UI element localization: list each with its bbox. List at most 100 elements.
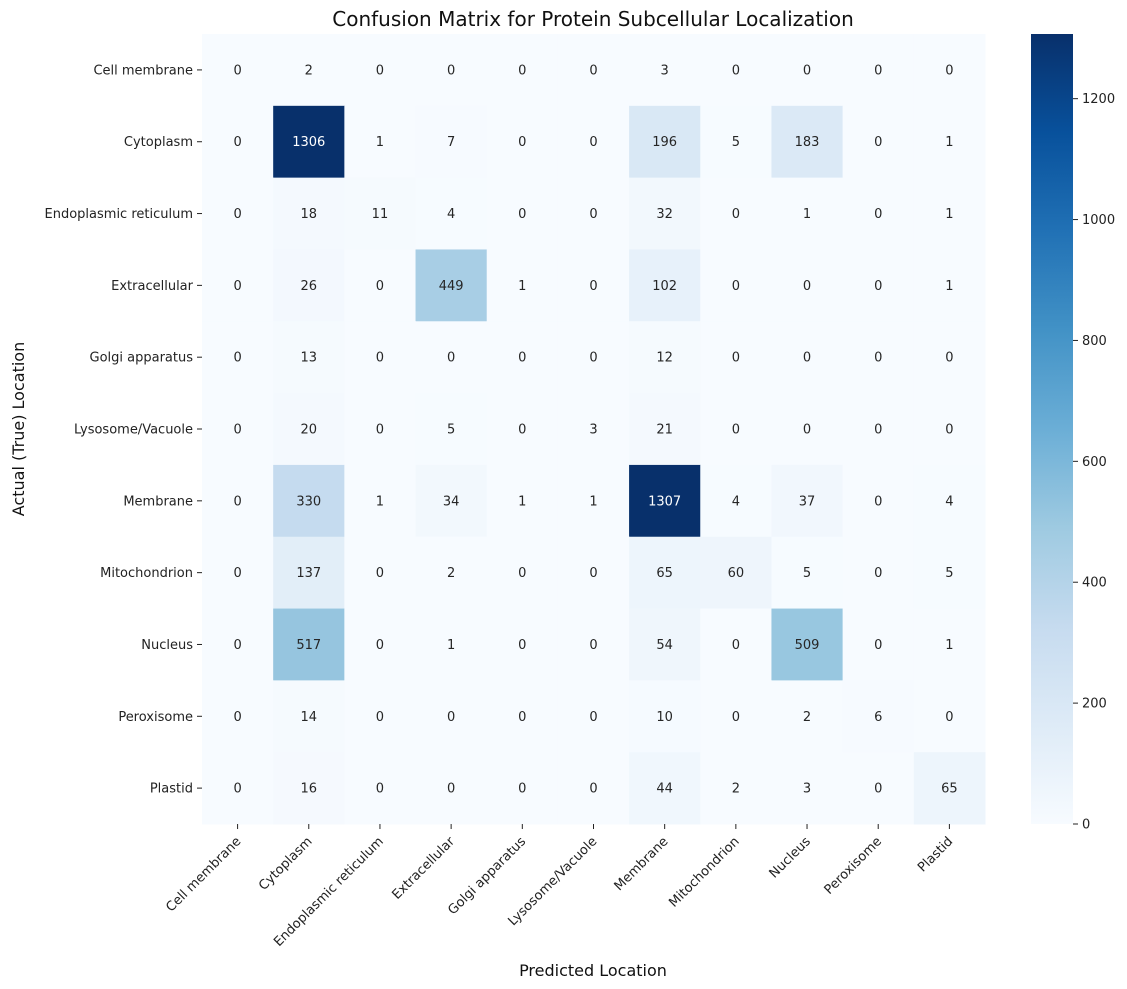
cell-value-label: 2 <box>447 566 455 581</box>
cell-value-label: 0 <box>945 63 953 78</box>
cell-value-label: 54 <box>656 638 673 653</box>
cell-value-label: 60 <box>728 566 745 581</box>
heatmap-cell <box>629 105 701 179</box>
cell-value-label: 1 <box>803 207 811 222</box>
cell-value-label: 34 <box>443 494 460 509</box>
cell-value-label: 2 <box>305 63 313 78</box>
heatmap-cell <box>771 464 844 538</box>
heatmap-cell <box>771 249 844 322</box>
cell-value-label: 0 <box>874 782 882 797</box>
cell-value-label: 0 <box>518 207 526 222</box>
heatmap-cell <box>629 393 701 466</box>
heatmap-cell <box>486 321 559 394</box>
colorbar-tick-label: 1000 <box>1082 213 1115 228</box>
heatmap-cell <box>415 680 488 753</box>
heatmap-cell <box>842 177 915 250</box>
y-tick-label: Lysosome/Vacuole <box>74 423 193 438</box>
heatmap-cell <box>273 680 345 753</box>
cell-value-label: 0 <box>233 638 241 653</box>
heatmap-cell <box>771 105 844 179</box>
heatmap-cell <box>415 393 488 466</box>
cell-value-label: 18 <box>300 207 317 222</box>
heatmap-cell <box>913 393 986 466</box>
heatmap-cell <box>202 177 274 250</box>
heatmap-cell <box>202 321 274 394</box>
heatmap-cell <box>700 321 772 394</box>
cell-value-label: 0 <box>874 494 882 509</box>
heatmap-cell <box>700 608 772 681</box>
heatmap-cell <box>557 321 630 394</box>
cell-value-label: 0 <box>518 638 526 653</box>
heatmap-cell <box>486 249 559 322</box>
heatmap-cell <box>700 105 772 179</box>
cell-value-label: 0 <box>589 63 597 78</box>
cell-value-label: 1 <box>376 135 384 150</box>
chart-title: Confusion Matrix for Protein Subcellular… <box>332 7 854 31</box>
heatmap-cell <box>344 608 417 681</box>
cell-value-label: 4 <box>945 494 953 509</box>
cell-value-label: 1 <box>945 207 953 222</box>
cell-value-label: 0 <box>447 710 455 725</box>
heatmap-cell <box>700 680 772 753</box>
cell-value-label: 0 <box>874 63 882 78</box>
heatmap-cell <box>629 249 701 322</box>
heatmap-cell <box>557 752 630 825</box>
y-tick-label: Plastid <box>150 782 193 797</box>
heatmap-cell <box>415 464 488 538</box>
cell-value-label: 1 <box>518 494 526 509</box>
x-tick-label: Plastid <box>915 834 956 875</box>
cell-value-label: 0 <box>518 351 526 366</box>
heatmap-cell <box>629 177 701 250</box>
heatmap-cell <box>629 608 701 681</box>
heatmap-cell <box>913 321 986 394</box>
cell-value-label: 5 <box>447 423 455 438</box>
heatmap-cell <box>771 608 844 681</box>
heatmap-cell <box>486 177 559 250</box>
y-tick-label: Membrane <box>123 494 193 509</box>
x-tick-label: Cell membrane <box>163 834 244 915</box>
cell-value-label: 0 <box>945 423 953 438</box>
cell-value-label: 0 <box>945 710 953 725</box>
cell-value-label: 0 <box>732 63 740 78</box>
y-tick-label: Peroxisome <box>118 710 193 725</box>
cell-value-label: 0 <box>518 710 526 725</box>
cell-value-label: 0 <box>376 566 384 581</box>
heatmap-cell <box>913 177 986 250</box>
cell-value-label: 0 <box>803 351 811 366</box>
heatmap-cell <box>842 536 915 610</box>
cell-value-label: 0 <box>732 710 740 725</box>
heatmap-cell <box>557 464 630 538</box>
heatmap-cell <box>486 608 559 681</box>
cell-value-label: 65 <box>941 782 958 797</box>
heatmap-cell <box>273 393 345 466</box>
cell-value-label: 0 <box>233 710 241 725</box>
heatmap-cell <box>913 249 986 322</box>
cell-value-label: 32 <box>656 207 673 222</box>
heatmap-cell <box>913 464 986 538</box>
cell-value-label: 0 <box>589 782 597 797</box>
heatmap-cells <box>202 34 986 825</box>
cell-value-label: 5 <box>945 566 953 581</box>
heatmap-cell <box>629 34 701 107</box>
y-tick-label: Cytoplasm <box>124 135 193 150</box>
heatmap-cell <box>842 752 915 825</box>
cell-value-label: 183 <box>795 135 820 150</box>
cell-value-label: 0 <box>518 566 526 581</box>
cell-value-label: 0 <box>589 351 597 366</box>
cell-value-label: 6 <box>874 710 882 725</box>
heatmap-cell <box>700 536 772 610</box>
heatmap-cell <box>273 105 345 179</box>
cell-value-label: 1 <box>376 494 384 509</box>
colorbar-tick-label: 200 <box>1082 697 1107 712</box>
colorbar-tick-label: 400 <box>1082 576 1107 591</box>
heatmap-cell <box>415 752 488 825</box>
heatmap-cell <box>700 177 772 250</box>
cell-value-label: 0 <box>447 351 455 366</box>
colorbar-tick-label: 800 <box>1082 334 1107 349</box>
y-tick-label: Golgi apparatus <box>90 351 194 366</box>
cell-value-label: 0 <box>589 638 597 653</box>
x-tick-label: Mitochondrion <box>666 834 742 910</box>
cell-value-label: 0 <box>376 63 384 78</box>
cell-value-label: 102 <box>652 279 677 294</box>
cell-value-label: 0 <box>376 710 384 725</box>
